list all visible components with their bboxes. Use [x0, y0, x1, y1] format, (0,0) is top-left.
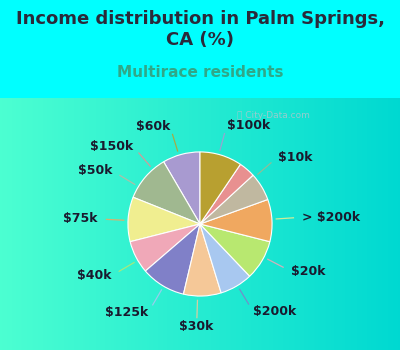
Text: $200k: $200k: [253, 305, 296, 318]
Wedge shape: [145, 224, 200, 294]
Wedge shape: [200, 224, 250, 293]
Text: $40k: $40k: [77, 269, 112, 282]
Wedge shape: [128, 197, 200, 242]
Text: > $200k: > $200k: [302, 211, 360, 224]
Text: $50k: $50k: [78, 164, 112, 177]
Wedge shape: [164, 152, 200, 224]
Text: Multirace residents: Multirace residents: [117, 65, 283, 80]
Wedge shape: [200, 164, 253, 224]
Text: $100k: $100k: [227, 119, 270, 132]
Text: ⓘ City-Data.com: ⓘ City-Data.com: [237, 111, 310, 120]
Wedge shape: [133, 162, 200, 224]
Text: $125k: $125k: [105, 306, 148, 319]
Text: $30k: $30k: [180, 320, 214, 333]
Text: $20k: $20k: [291, 265, 325, 278]
Text: $75k: $75k: [63, 212, 98, 225]
Wedge shape: [200, 199, 272, 242]
Text: $150k: $150k: [90, 140, 133, 153]
Text: $10k: $10k: [278, 151, 312, 164]
Wedge shape: [130, 224, 200, 271]
Wedge shape: [200, 224, 270, 276]
Wedge shape: [200, 152, 240, 224]
Text: Income distribution in Palm Springs,
CA (%): Income distribution in Palm Springs, CA …: [16, 10, 384, 49]
Text: $60k: $60k: [136, 120, 170, 133]
Wedge shape: [184, 224, 221, 296]
Wedge shape: [200, 175, 268, 224]
